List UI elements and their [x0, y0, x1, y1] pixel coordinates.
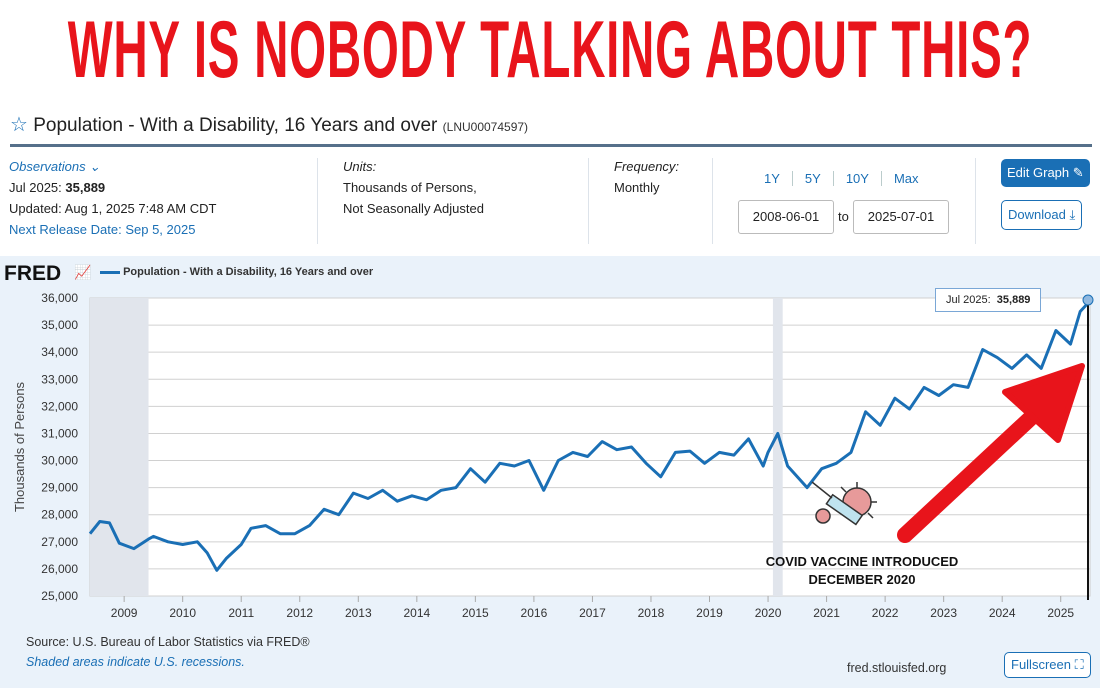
- x-tick-label: 2018: [638, 606, 665, 620]
- plot-area: [89, 297, 1091, 597]
- x-tick-label: 2011: [228, 606, 254, 620]
- updated-text: Updated: Aug 1, 2025 7:48 AM CDT: [9, 201, 217, 216]
- y-tick-label: 26,000: [41, 562, 78, 576]
- end-date-input[interactable]: 2025-07-01: [853, 200, 949, 234]
- chevron-down-icon: ⌄: [89, 159, 101, 174]
- x-tick-label: 2009: [111, 606, 138, 620]
- x-tick-label: 2021: [813, 606, 840, 620]
- y-tick-label: 31,000: [41, 426, 78, 440]
- y-tick-label: 27,000: [41, 535, 78, 549]
- fullscreen-icon: ⛶: [1074, 657, 1084, 672]
- x-tick-label: 2017: [579, 606, 606, 620]
- legend-swatch: [100, 270, 120, 274]
- series-line: [88, 299, 1092, 572]
- range-5y[interactable]: 5Y: [792, 171, 834, 186]
- site-url: fred.stlouisfed.org: [847, 661, 947, 675]
- edit-icon: ✎: [1072, 165, 1084, 180]
- y-tick-label: 29,000: [41, 481, 78, 495]
- headline: WHY IS NOBODY TALKING ABOUT THIS?: [67, 3, 1033, 94]
- y-tick-label: 30,000: [41, 454, 78, 468]
- recession-shade: [90, 298, 149, 596]
- x-tick-label: 2013: [345, 606, 372, 620]
- divider: [10, 144, 1092, 147]
- annotation-line-2: DECEMBER 2020: [809, 572, 916, 587]
- y-tick-label: 36,000: [41, 291, 78, 305]
- recession-shade: [772, 298, 783, 596]
- virus-syringe-icon: [811, 481, 877, 526]
- frequency-label: Frequency:: [614, 159, 680, 174]
- hover-point: [1082, 294, 1094, 306]
- page-title: ☆ Population - With a Disability, 16 Yea…: [10, 112, 528, 137]
- y-tick-label: 35,000: [41, 318, 78, 332]
- y-tick-label: 32,000: [41, 399, 78, 413]
- to-label: to: [838, 209, 849, 224]
- divider: [975, 158, 976, 244]
- tooltip: Jul 2025: 35,889: [935, 288, 1042, 312]
- edit-graph-button[interactable]: Edit Graph ✎: [1001, 159, 1090, 187]
- units-panel: Units: Thousands of Persons, Not Seasona…: [343, 156, 484, 219]
- chart-icon: 📈: [74, 264, 92, 280]
- latest-label: Jul 2025:: [9, 180, 62, 195]
- x-tick-label: 2014: [403, 606, 430, 620]
- start-date-input[interactable]: 2008-06-01: [738, 200, 834, 234]
- observations-dropdown[interactable]: Observations ⌄: [9, 159, 101, 174]
- y-tick-label: 33,000: [41, 372, 78, 386]
- range-max[interactable]: Max: [893, 171, 919, 186]
- series-title: Population - With a Disability, 16 Years…: [33, 115, 438, 136]
- source-text: Source: U.S. Bureau of Labor Statistics …: [26, 635, 310, 649]
- latest-value: 35,889: [65, 180, 106, 195]
- x-tick-label: 2015: [462, 606, 489, 620]
- frequency-value: Monthly: [614, 180, 660, 195]
- y-tick-label: 25,000: [41, 589, 78, 603]
- recession-note[interactable]: Shaded areas indicate U.S. recessions.: [26, 655, 245, 669]
- range-1y[interactable]: 1Y: [752, 171, 793, 186]
- frequency-panel: Frequency: Monthly: [614, 156, 679, 198]
- x-tick-label: 2023: [930, 606, 957, 620]
- divider: [712, 158, 713, 244]
- x-tick-label: 2012: [286, 606, 313, 620]
- fred-logo: FRED: [4, 262, 62, 285]
- red-arrow: [897, 363, 1085, 543]
- x-tick-label: 2020: [755, 606, 782, 620]
- x-tick-label: 2022: [872, 606, 899, 620]
- x-tick-label: 2016: [521, 606, 548, 620]
- x-tick-label: 2019: [696, 606, 723, 620]
- annotation-line-1: COVID VACCINE INTRODUCED: [766, 554, 959, 569]
- star-icon[interactable]: ☆: [10, 114, 28, 136]
- units-label: Units:: [343, 159, 377, 174]
- units-value: Thousands of Persons,: [343, 180, 477, 195]
- observations-panel: Observations ⌄ Jul 2025: 35,889 Updated:…: [9, 156, 216, 240]
- x-tick-label: 2010: [169, 606, 196, 620]
- y-tick-label: 34,000: [41, 345, 78, 359]
- download-button[interactable]: Download ⤓: [1001, 200, 1083, 230]
- y-tick-label: 28,000: [41, 508, 78, 522]
- divider: [588, 158, 589, 244]
- y-axis-label: Thousands of Persons: [12, 381, 27, 512]
- units-value-2: Not Seasonally Adjusted: [343, 201, 484, 216]
- next-release-link[interactable]: Next Release Date: Sep 5, 2025: [9, 222, 196, 237]
- x-tick-label: 2024: [989, 606, 1016, 620]
- legend: Population - With a Disability, 16 Years…: [100, 266, 373, 278]
- divider: [317, 158, 318, 244]
- x-tick-label: 2025: [1047, 606, 1074, 620]
- series-id: (LNU00074597): [442, 120, 529, 134]
- fullscreen-button[interactable]: Fullscreen ⛶: [1004, 652, 1091, 678]
- download-icon: ⤓: [1069, 207, 1076, 222]
- range-buttons: 1Y 5Y 10Y Max: [752, 170, 931, 188]
- range-10y[interactable]: 10Y: [833, 171, 882, 186]
